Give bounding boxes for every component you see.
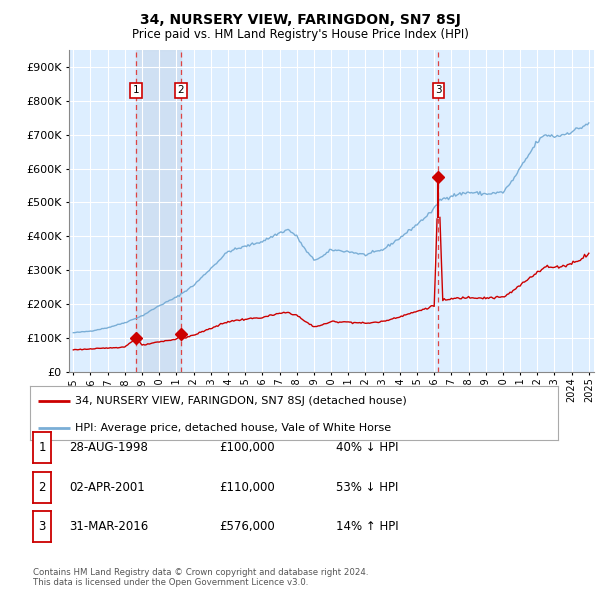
Text: 02-APR-2001: 02-APR-2001 xyxy=(69,481,145,494)
Text: 31-MAR-2016: 31-MAR-2016 xyxy=(69,520,148,533)
Text: 34, NURSERY VIEW, FARINGDON, SN7 8SJ: 34, NURSERY VIEW, FARINGDON, SN7 8SJ xyxy=(140,13,460,27)
Text: 14% ↑ HPI: 14% ↑ HPI xyxy=(336,520,398,533)
Text: 1: 1 xyxy=(38,441,46,454)
Text: 53% ↓ HPI: 53% ↓ HPI xyxy=(336,481,398,494)
Text: Price paid vs. HM Land Registry's House Price Index (HPI): Price paid vs. HM Land Registry's House … xyxy=(131,28,469,41)
Text: 28-AUG-1998: 28-AUG-1998 xyxy=(69,441,148,454)
Text: Contains HM Land Registry data © Crown copyright and database right 2024.
This d: Contains HM Land Registry data © Crown c… xyxy=(33,568,368,587)
Text: 3: 3 xyxy=(435,86,442,96)
Text: £110,000: £110,000 xyxy=(219,481,275,494)
Text: 1: 1 xyxy=(133,86,140,96)
Text: £576,000: £576,000 xyxy=(219,520,275,533)
Text: 40% ↓ HPI: 40% ↓ HPI xyxy=(336,441,398,454)
Bar xyxy=(136,50,181,372)
Text: 3: 3 xyxy=(38,520,46,533)
Text: HPI: Average price, detached house, Vale of White Horse: HPI: Average price, detached house, Vale… xyxy=(75,423,391,433)
Text: 34, NURSERY VIEW, FARINGDON, SN7 8SJ (detached house): 34, NURSERY VIEW, FARINGDON, SN7 8SJ (de… xyxy=(75,396,407,406)
Text: 2: 2 xyxy=(178,86,184,96)
Text: £100,000: £100,000 xyxy=(219,441,275,454)
Text: 2: 2 xyxy=(38,481,46,494)
